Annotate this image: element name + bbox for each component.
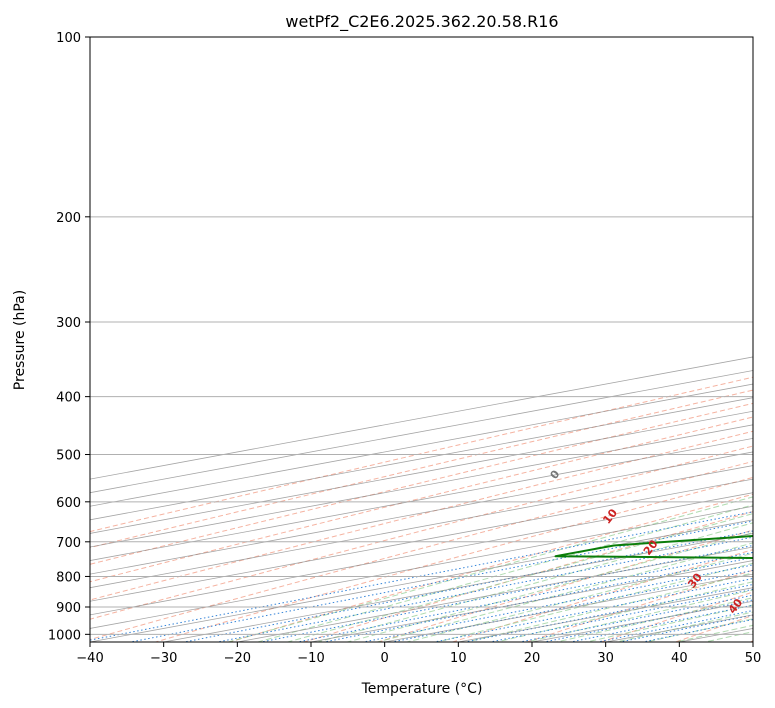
x-tick-label: −30 xyxy=(150,651,177,666)
x-tick-label: 10 xyxy=(450,651,467,666)
x-axis-label: Temperature (°C) xyxy=(361,681,483,697)
y-tick-label: 200 xyxy=(56,211,81,226)
y-tick-label: 1000 xyxy=(48,628,81,643)
dry-adiabat-line xyxy=(228,493,753,642)
x-tick-label: −40 xyxy=(76,651,103,666)
moist-adiabat-line xyxy=(375,542,753,642)
moist-adiabat-line xyxy=(554,597,753,642)
moist-adiabat-line xyxy=(226,496,753,642)
mixing-ratio-line xyxy=(360,564,753,642)
dry-adiabat-line xyxy=(153,476,753,642)
y-axis-label: Pressure (hPa) xyxy=(12,290,28,390)
y-tick-label: 800 xyxy=(56,570,81,585)
moist-adiabat-line xyxy=(464,572,753,642)
mixing-ratio-line xyxy=(431,577,753,642)
mixing-ratio-line xyxy=(90,511,753,641)
y-axis-ticks: 100 200 300 400 500 600 700 800 900 1000 xyxy=(48,31,90,643)
isotherm-line xyxy=(90,451,753,575)
mixing-ratio-line xyxy=(389,569,753,642)
isotherm-line xyxy=(161,533,753,642)
isotherm-line xyxy=(90,492,753,616)
y-tick-label: 300 xyxy=(56,316,81,331)
plot-frame xyxy=(89,36,754,643)
plot-area: -100-90-80-70-60-50-40-30-20-10010203040… xyxy=(90,37,753,642)
x-axis-ticks: −40 −30 −20 −10 0 10 20 30 40 50 xyxy=(76,642,761,666)
y-tick-label: 100 xyxy=(56,31,81,46)
isobar-gridlines xyxy=(90,37,753,635)
y-tick-label: 400 xyxy=(56,391,81,406)
mixing-ratio-lines xyxy=(90,511,753,642)
dry-adiabat-line xyxy=(376,529,753,642)
x-tick-label: 40 xyxy=(671,651,688,666)
moist-adiabat-line xyxy=(524,589,753,642)
y-tick-label: 900 xyxy=(56,601,81,616)
x-tick-label: −10 xyxy=(297,651,324,666)
chart-title: wetPf2_C2E6.2025.362.20.58.R16 xyxy=(285,12,558,32)
x-tick-label: 0 xyxy=(381,651,389,666)
x-tick-label: 20 xyxy=(524,651,541,666)
isotherm-line xyxy=(90,465,753,589)
isotherm-line xyxy=(90,478,753,602)
y-tick-label: 700 xyxy=(56,536,81,551)
x-tick-label: 30 xyxy=(597,651,614,666)
y-tick-label: 600 xyxy=(56,496,81,511)
mixing-ratio-line xyxy=(128,520,753,642)
x-tick-label: 50 xyxy=(745,651,762,666)
y-tick-label: 500 xyxy=(56,449,81,464)
mixing-ratio-line xyxy=(214,536,753,642)
isotherm-line xyxy=(235,546,753,642)
isotherm-line xyxy=(90,437,753,561)
isotherm-line xyxy=(90,505,753,629)
dry-adiabat-line xyxy=(90,460,753,641)
x-tick-label: −20 xyxy=(224,651,251,666)
